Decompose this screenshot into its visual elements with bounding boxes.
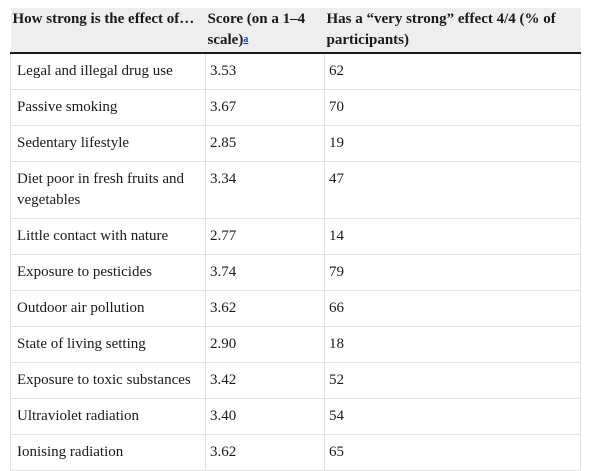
column-header-factor-label: How strong is the effect of… bbox=[12, 11, 195, 27]
cell-percent: 70 bbox=[324, 89, 581, 126]
cell-percent: 79 bbox=[324, 254, 581, 291]
column-header-very-strong: Has a “very strong” effect 4/4 (% of par… bbox=[324, 8, 581, 54]
cell-factor: Passive smoking bbox=[10, 89, 206, 126]
cell-percent: 62 bbox=[324, 53, 581, 90]
cell-score: 2.85 bbox=[205, 125, 325, 162]
column-header-very-strong-label: Has a “very strong” effect 4/4 (% of par… bbox=[326, 11, 556, 48]
table-row: Diet poor in fresh fruits and vegetables… bbox=[10, 161, 581, 219]
table-row: Exposure to pesticides 3.74 79 bbox=[10, 254, 581, 291]
cell-percent: 19 bbox=[324, 125, 581, 162]
column-header-factor: How strong is the effect of… bbox=[10, 8, 206, 54]
cell-score: 3.42 bbox=[205, 362, 325, 399]
cell-score: 3.40 bbox=[205, 398, 325, 435]
table-row: Legal and illegal drug use 3.53 62 bbox=[10, 53, 581, 90]
data-table-container: How strong is the effect of… Score (on a… bbox=[10, 8, 581, 471]
cell-score: 3.62 bbox=[205, 290, 325, 327]
table-row: Ultraviolet radiation 3.40 54 bbox=[10, 398, 581, 435]
table-row: Passive smoking 3.67 70 bbox=[10, 89, 581, 126]
table-row: Outdoor air pollution 3.62 66 bbox=[10, 290, 581, 327]
cell-factor: Outdoor air pollution bbox=[10, 290, 206, 327]
cell-score: 3.67 bbox=[205, 89, 325, 126]
cell-score: 2.90 bbox=[205, 326, 325, 363]
column-header-score: Score (on a 1–4 scale)a bbox=[205, 8, 325, 54]
footnote-link-a[interactable]: a bbox=[243, 34, 249, 45]
health-effects-table: How strong is the effect of… Score (on a… bbox=[10, 8, 581, 471]
cell-factor: Exposure to pesticides bbox=[10, 254, 206, 291]
table-row: State of living setting 2.90 18 bbox=[10, 326, 581, 363]
table-row: Exposure to toxic substances 3.42 52 bbox=[10, 362, 581, 399]
cell-percent: 52 bbox=[324, 362, 581, 399]
table-row: Sedentary lifestyle 2.85 19 bbox=[10, 125, 581, 162]
table-row: Little contact with nature 2.77 14 bbox=[10, 218, 581, 255]
table-body: Legal and illegal drug use 3.53 62 Passi… bbox=[10, 53, 581, 471]
cell-score: 2.77 bbox=[205, 218, 325, 255]
cell-score: 3.53 bbox=[205, 53, 325, 90]
cell-factor: Ultraviolet radiation bbox=[10, 398, 206, 435]
cell-factor: Legal and illegal drug use bbox=[10, 53, 206, 90]
cell-score: 3.74 bbox=[205, 254, 325, 291]
header-row: How strong is the effect of… Score (on a… bbox=[10, 8, 581, 54]
cell-percent: 47 bbox=[324, 161, 581, 219]
cell-score: 3.34 bbox=[205, 161, 325, 219]
cell-factor: State of living setting bbox=[10, 326, 206, 363]
cell-factor: Diet poor in fresh fruits and vegetables bbox=[10, 161, 206, 219]
cell-percent: 66 bbox=[324, 290, 581, 327]
cell-percent: 14 bbox=[324, 218, 581, 255]
column-header-score-label: Score (on a 1–4 scale) bbox=[207, 11, 306, 48]
cell-factor: Little contact with nature bbox=[10, 218, 206, 255]
cell-factor: Sedentary lifestyle bbox=[10, 125, 206, 162]
table-header: How strong is the effect of… Score (on a… bbox=[10, 8, 581, 54]
cell-percent: 18 bbox=[324, 326, 581, 363]
cell-factor: Exposure to toxic substances bbox=[10, 362, 206, 399]
cell-percent: 54 bbox=[324, 398, 581, 435]
